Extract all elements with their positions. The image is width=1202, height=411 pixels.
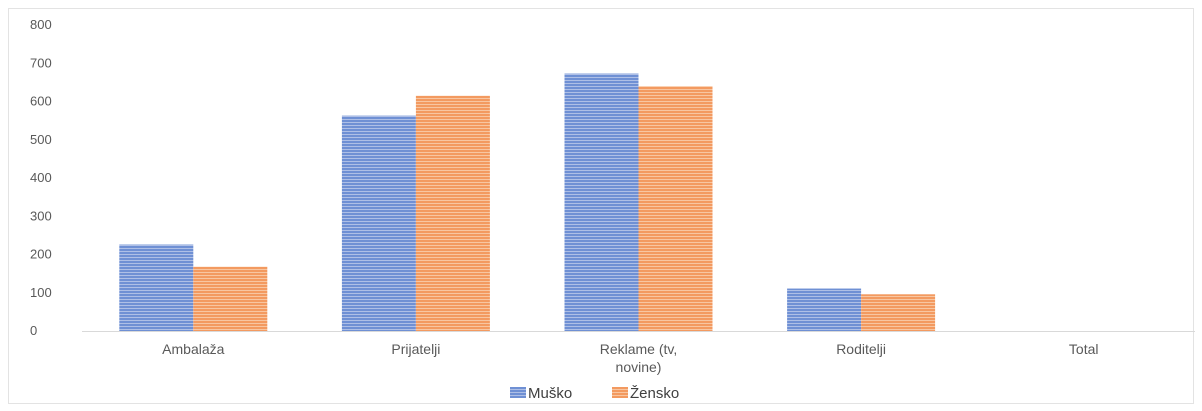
bar-zensko-1 <box>415 95 490 331</box>
legend-label-zensko: Žensko <box>630 385 679 402</box>
y-tick-label: 800 <box>30 17 52 32</box>
x-axis-category-labels: Ambalaža Prijatelji Reklame (tv, novine) Rod… <box>162 341 1098 375</box>
legend-swatch-zensko <box>612 387 628 398</box>
x-category-label: Ambalaža <box>162 341 224 357</box>
y-tick-label: 200 <box>30 247 52 262</box>
y-tick-label: 600 <box>30 94 52 109</box>
x-category-label: novine) <box>616 359 662 375</box>
y-tick-label: 700 <box>30 55 52 70</box>
y-axis-tick-labels: 0 100 200 300 400 500 600 700 800 <box>30 17 52 338</box>
x-category-label: Prijatelji <box>391 341 440 357</box>
legend: Muško Žensko <box>510 385 679 402</box>
y-tick-label: 100 <box>30 285 52 300</box>
y-tick-label: 400 <box>30 170 52 185</box>
y-tick-label: 0 <box>30 323 37 338</box>
bar-musko-0 <box>119 244 194 331</box>
legend-label-musko: Muško <box>528 385 572 402</box>
x-category-label: Total <box>1069 341 1099 357</box>
bar-zensko-0 <box>193 266 268 331</box>
x-category-label: Roditelji <box>836 341 886 357</box>
x-category-label: Reklame (tv, <box>600 341 678 357</box>
bar-musko-1 <box>341 115 416 331</box>
bars <box>119 73 936 331</box>
bar-musko-3 <box>787 288 862 331</box>
y-tick-label: 500 <box>30 132 52 147</box>
bar-zensko-2 <box>638 86 713 331</box>
legend-swatch-musko <box>510 387 526 398</box>
bar-musko-2 <box>564 73 639 331</box>
bar-zensko-3 <box>861 294 936 331</box>
y-tick-label: 300 <box>30 208 52 223</box>
